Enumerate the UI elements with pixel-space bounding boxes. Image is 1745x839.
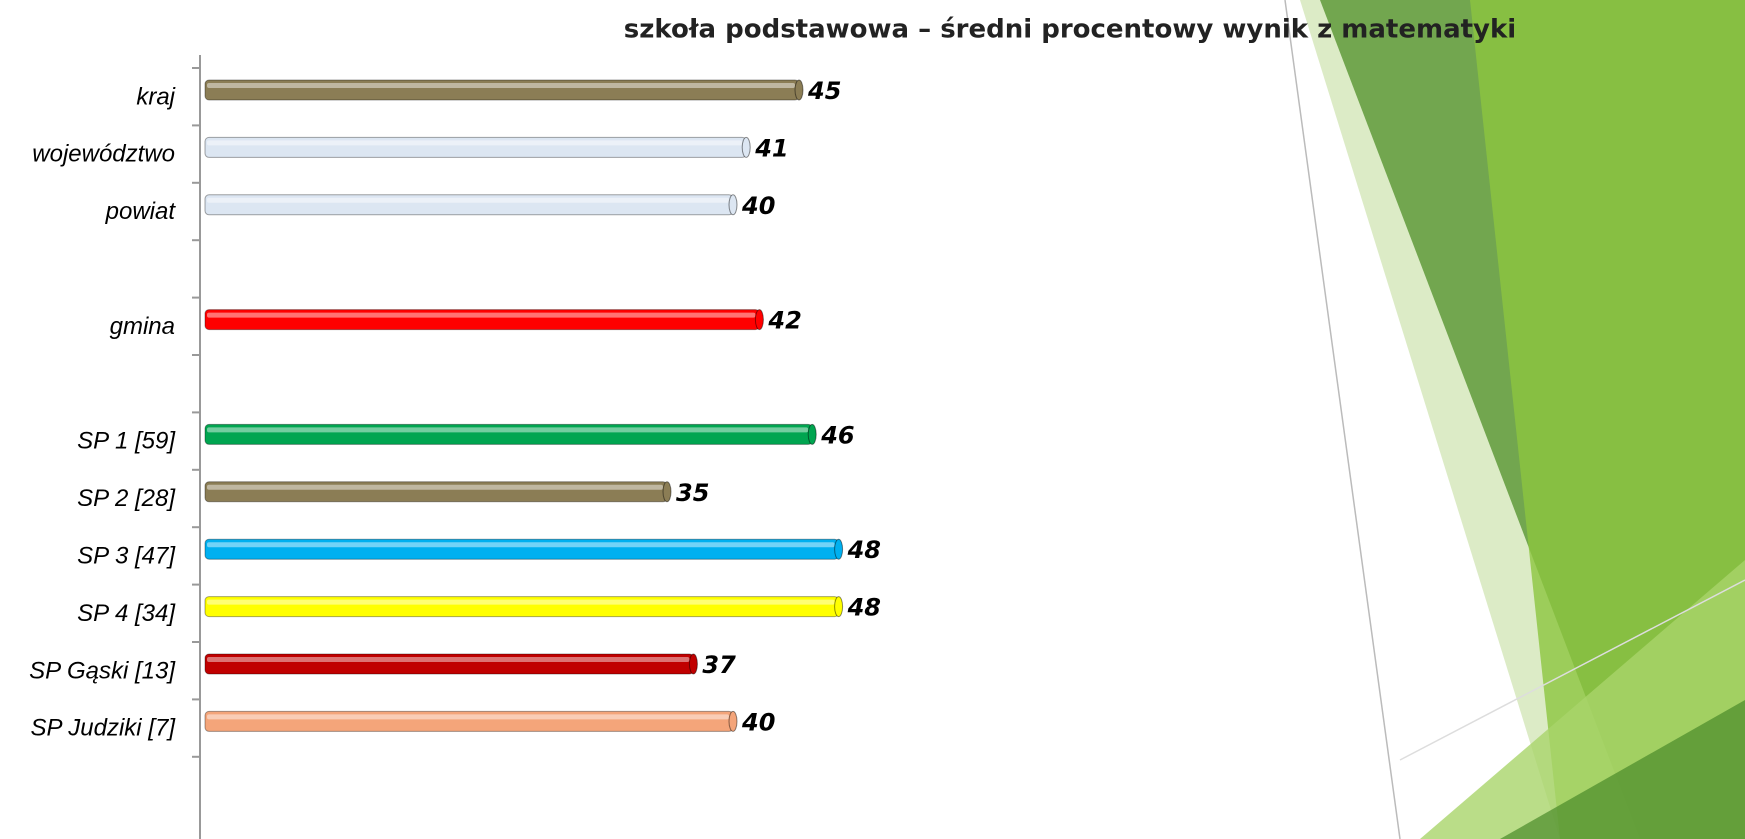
chart: szkoła podstawowa – średni procentowy wy…	[0, 0, 1745, 839]
bar-end	[755, 310, 763, 330]
bar-highlight	[207, 542, 835, 547]
chart-title: szkoła podstawowa – średni procentowy wy…	[624, 15, 1516, 45]
y-tick-label: kraj	[136, 83, 175, 110]
value-label: 35	[676, 479, 709, 507]
y-tick-label: SP 4 [34]	[77, 600, 176, 627]
value-label: 48	[847, 536, 881, 564]
value-label: 40	[741, 708, 775, 736]
bar-highlight	[207, 198, 729, 203]
value-label: 37	[702, 651, 736, 679]
bar-highlight	[207, 600, 835, 605]
bar-end	[795, 80, 803, 100]
y-tick-label: SP 3 [47]	[77, 543, 176, 570]
value-label: 46	[820, 421, 854, 449]
y-tick-label: gmina	[110, 313, 175, 340]
value-label: 40	[741, 192, 775, 220]
bar-end	[835, 539, 843, 559]
value-label: 41	[754, 134, 788, 162]
bar-highlight	[207, 140, 742, 145]
bar-end	[729, 195, 737, 215]
bar-highlight	[207, 657, 689, 662]
bar-end	[835, 597, 843, 617]
y-tick-label: SP Gąski [13]	[29, 657, 176, 684]
bar-highlight	[207, 83, 795, 88]
value-label: 48	[847, 594, 881, 622]
y-tick-label: województwo	[32, 141, 175, 168]
value-label: 45	[807, 77, 841, 105]
value-label: 42	[767, 307, 801, 335]
decoration	[1285, 0, 1745, 839]
y-tick-label: powiat	[105, 198, 177, 225]
bar-end	[808, 424, 816, 444]
bar-highlight	[207, 313, 755, 318]
bar-end	[742, 137, 750, 157]
bar-end	[663, 482, 671, 502]
bar-highlight	[207, 485, 663, 490]
bar-highlight	[207, 714, 729, 719]
bar-end	[729, 711, 737, 731]
bar-highlight	[207, 427, 808, 432]
y-tick-label: SP 1 [59]	[77, 428, 176, 455]
y-tick-label: SP Judziki [7]	[30, 715, 176, 742]
bar-end	[689, 654, 697, 674]
y-tick-label: SP 2 [28]	[77, 485, 176, 512]
